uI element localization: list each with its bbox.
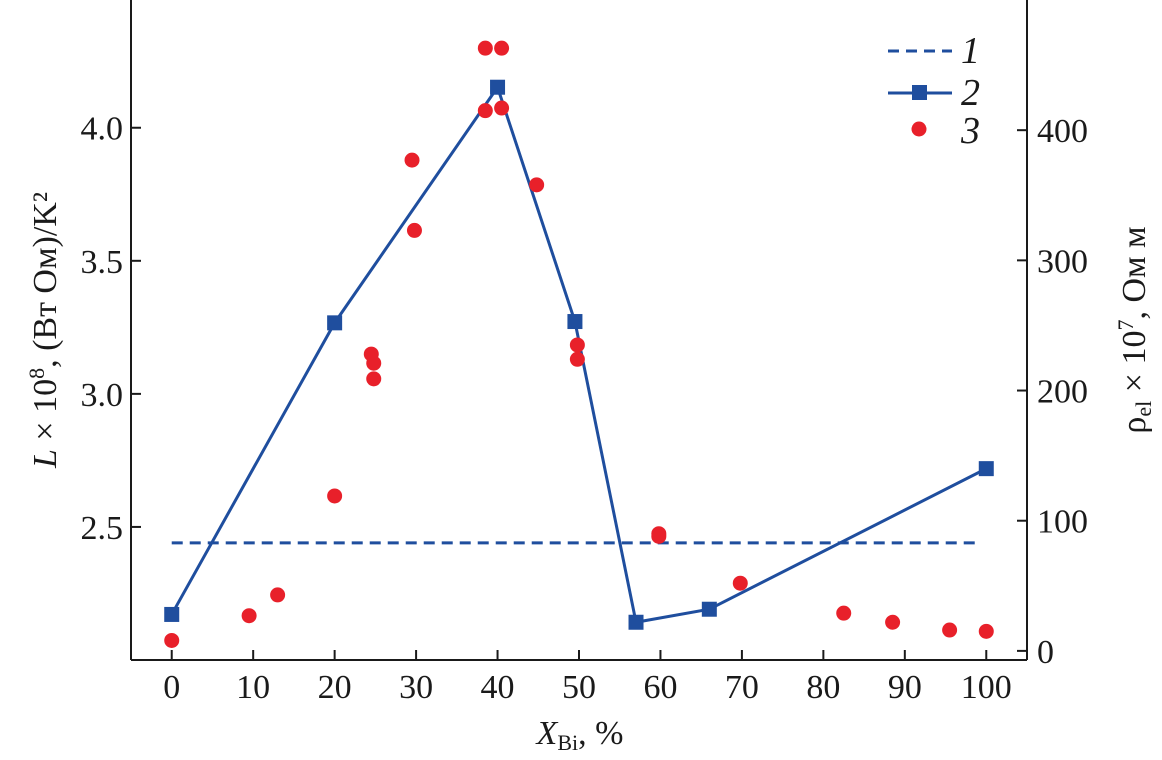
x-tick-label-30: 30 bbox=[399, 669, 433, 706]
series-3-point-10 bbox=[477, 103, 493, 119]
series-3-point-13 bbox=[529, 177, 545, 193]
series-3-point-11 bbox=[494, 40, 510, 56]
left-axis-title: L × 108, (Вт Ом)/K² bbox=[24, 192, 64, 469]
x-tick-label-40: 40 bbox=[481, 669, 515, 706]
right-tick-label-0: 0 bbox=[1037, 634, 1054, 671]
series-2-point-4 bbox=[628, 614, 644, 630]
x-tick-label-50: 50 bbox=[562, 669, 596, 706]
right-axis-title: ρel × 107, Ом м bbox=[1113, 226, 1156, 433]
series-3-point-1 bbox=[241, 608, 257, 624]
series-3-point-0 bbox=[164, 632, 180, 648]
series-3-point-19 bbox=[836, 605, 852, 621]
series-2-point-2 bbox=[490, 79, 506, 95]
series-2-point-1 bbox=[327, 315, 343, 331]
left-tick-label-2.5: 2.5 bbox=[81, 510, 124, 547]
series-2-point-3 bbox=[567, 314, 583, 330]
series-3-point-6 bbox=[366, 371, 382, 387]
x-tick-label-80: 80 bbox=[806, 669, 840, 706]
legend-marker-3 bbox=[911, 121, 927, 137]
x-tick-label-0: 0 bbox=[163, 669, 180, 706]
x-tick-label-70: 70 bbox=[725, 669, 759, 706]
series-3-point-15 bbox=[569, 351, 585, 367]
legend: 1 2 3 bbox=[888, 30, 980, 152]
left-axis-ticks: 2.5 3.0 3.5 4.0 bbox=[81, 111, 141, 547]
legend-label-2: 2 bbox=[961, 72, 980, 114]
series-3-point-21 bbox=[942, 622, 958, 638]
right-axis-ticks: 0 100 200 300 400 bbox=[1017, 113, 1088, 671]
series-3-point-20 bbox=[885, 614, 901, 630]
series-3-point-3 bbox=[327, 488, 343, 504]
x-axis-ticks: 0 10 20 30 40 50 60 70 80 90 100 bbox=[163, 650, 1012, 706]
series-layer bbox=[164, 40, 994, 648]
series-3-point-2 bbox=[270, 587, 286, 603]
legend-label-3: 3 bbox=[960, 110, 980, 152]
series-3-point-18 bbox=[732, 575, 748, 591]
x-tick-label-60: 60 bbox=[643, 669, 677, 706]
left-tick-label-3.5: 3.5 bbox=[81, 244, 124, 281]
series-2-point-5 bbox=[701, 601, 717, 617]
right-tick-label-100: 100 bbox=[1037, 504, 1088, 541]
series-3-point-9 bbox=[477, 40, 493, 56]
left-tick-label-3: 3.0 bbox=[81, 377, 124, 414]
x-tick-label-10: 10 bbox=[236, 669, 270, 706]
series-3-point-12 bbox=[494, 100, 510, 116]
series-3-point-5 bbox=[366, 355, 382, 371]
series-3-point-14 bbox=[569, 337, 585, 353]
legend-marker-2 bbox=[912, 85, 927, 100]
series-3-point-8 bbox=[406, 222, 422, 238]
right-tick-label-400: 400 bbox=[1037, 113, 1088, 150]
series-3-point-22 bbox=[978, 623, 994, 639]
series-3-point-7 bbox=[404, 152, 420, 168]
series-2-point-0 bbox=[164, 606, 180, 622]
series-3-point-17 bbox=[651, 528, 667, 544]
series-2-point-6 bbox=[978, 461, 994, 477]
right-tick-label-300: 300 bbox=[1037, 243, 1088, 280]
right-tick-label-200: 200 bbox=[1037, 374, 1088, 411]
x-tick-label-20: 20 bbox=[318, 669, 352, 706]
left-tick-label-4: 4.0 bbox=[81, 111, 124, 148]
x-tick-label-90: 90 bbox=[888, 669, 922, 706]
legend-label-1: 1 bbox=[961, 30, 980, 72]
x-tick-label-100: 100 bbox=[961, 669, 1012, 706]
x-axis-title: XBi, % bbox=[535, 715, 624, 755]
